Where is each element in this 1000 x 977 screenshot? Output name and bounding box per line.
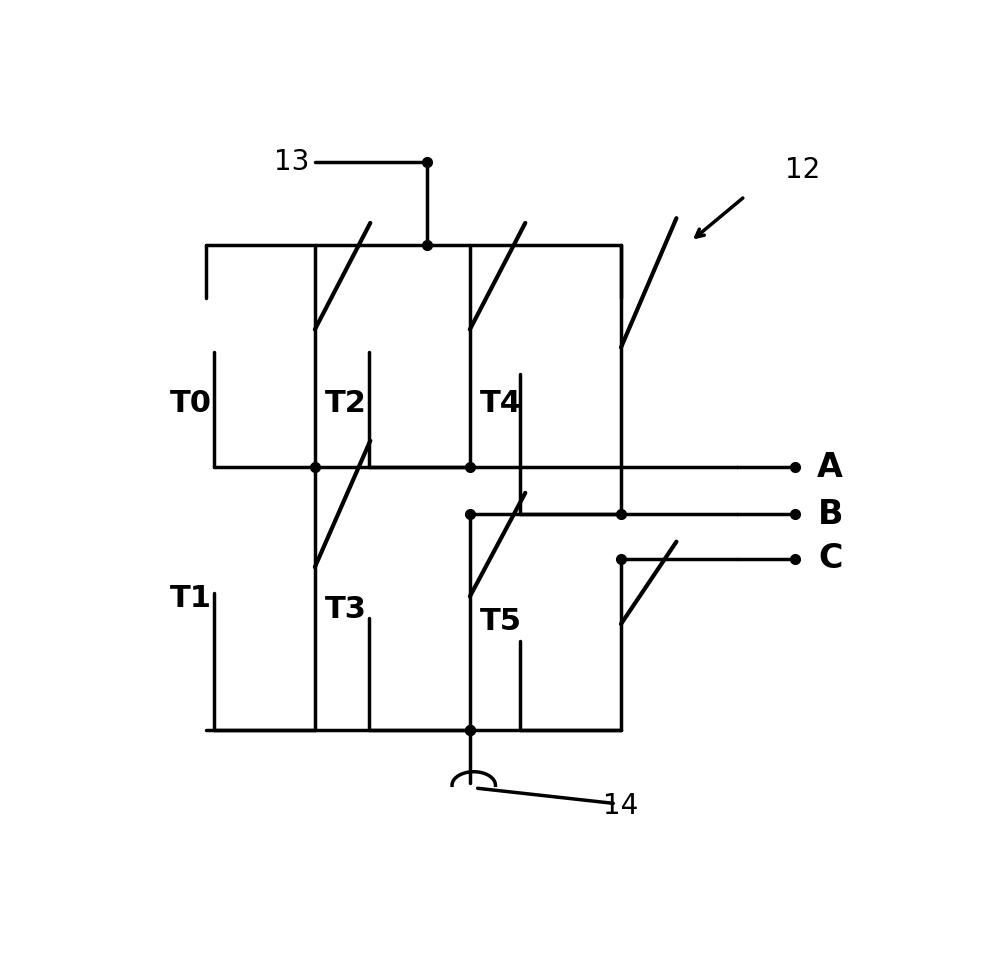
Text: T2: T2 <box>325 389 367 417</box>
Text: T4: T4 <box>480 389 522 417</box>
Text: B: B <box>818 498 843 531</box>
Text: C: C <box>818 542 842 575</box>
Text: 14: 14 <box>603 791 639 820</box>
Text: T1: T1 <box>170 584 212 614</box>
Text: T3: T3 <box>325 596 367 624</box>
Text: 13: 13 <box>274 149 309 177</box>
Text: T5: T5 <box>480 607 522 636</box>
Text: T0: T0 <box>170 389 212 417</box>
Text: A: A <box>817 450 843 484</box>
Text: 12: 12 <box>786 156 821 184</box>
